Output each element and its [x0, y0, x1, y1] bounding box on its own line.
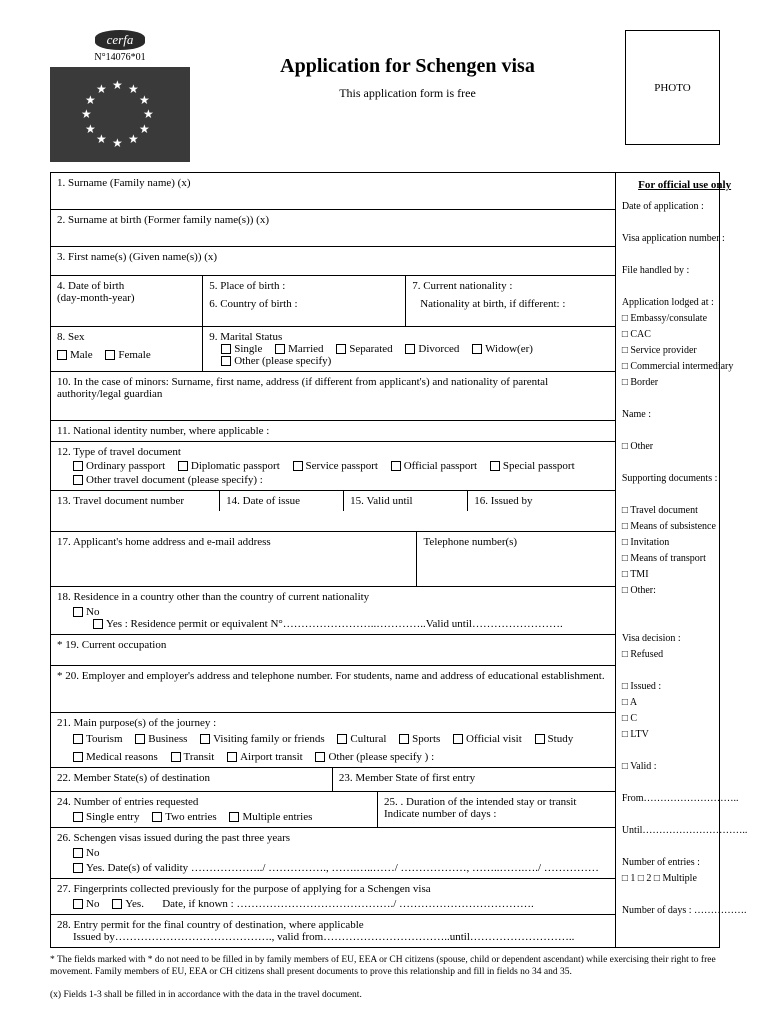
header: cerfa N°14076*01 ★ ★ ★ ★ ★ ★ ★ ★ ★ ★ ★ ★…: [50, 30, 720, 162]
row-address: 17. Applicant's home address and e-mail …: [51, 532, 615, 587]
field-10-minors[interactable]: 10. In the case of minors: Surname, firs…: [51, 372, 615, 421]
field-2-surname-birth[interactable]: 2. Surname at birth (Former family name(…: [51, 210, 615, 247]
field-15[interactable]: 15. Valid until: [344, 491, 468, 511]
row-entries: 24. Number of entries requested Single e…: [51, 792, 615, 828]
photo-box: PHOTO: [625, 30, 720, 145]
form-left: 1. Surname (Family name) (x) 2. Surname …: [51, 173, 615, 947]
footnote-2: (x) Fields 1-3 shall be filled in in acc…: [50, 989, 720, 1001]
official-title: For official use only: [622, 177, 748, 195]
page-subtitle: This application form is free: [205, 86, 610, 101]
field-13[interactable]: 13. Travel document number: [51, 491, 220, 511]
field-16[interactable]: 16. Issued by: [468, 491, 615, 511]
footnote-1: * The fields marked with * do not need t…: [50, 954, 720, 979]
field-28-entry-permit[interactable]: 28. Entry permit for the final country o…: [51, 915, 615, 947]
field-8-sex[interactable]: 8. Sex Male Female: [51, 327, 203, 371]
field-25[interactable]: 25. . Duration of the intended stay or t…: [378, 792, 615, 827]
field-17-phone[interactable]: Telephone number(s): [417, 532, 614, 586]
field-5-6-place[interactable]: 5. Place of birth : 6. Country of birth …: [203, 276, 406, 326]
field-4-dob[interactable]: 4. Date of birth (day-month-year): [51, 276, 203, 326]
title-block: Application for Schengen visa This appli…: [205, 30, 610, 101]
field-17-address[interactable]: 17. Applicant's home address and e-mail …: [51, 532, 417, 586]
field-12-doctype[interactable]: 12. Type of travel document Ordinary pas…: [51, 442, 615, 491]
field-26-prior-visas[interactable]: 26. Schengen visas issued during the pas…: [51, 828, 615, 879]
field-3-firstname[interactable]: 3. First name(s) (Given name(s)) (x): [51, 247, 615, 276]
photo-label: PHOTO: [654, 82, 690, 94]
row-destination: 22. Member State(s) of destination 23. M…: [51, 768, 615, 792]
cerfa-number: N°14076*01: [94, 52, 145, 63]
row-sex-marital: 8. Sex Male Female 9. Marital Status Sin…: [51, 327, 615, 372]
field-27-fingerprints[interactable]: 27. Fingerprints collected previously fo…: [51, 879, 615, 915]
field-24[interactable]: 24. Number of entries requested Single e…: [51, 792, 378, 827]
field-14[interactable]: 14. Date of issue: [220, 491, 344, 511]
official-use-panel: For official use only Date of applicatio…: [615, 173, 754, 947]
eu-flag: ★ ★ ★ ★ ★ ★ ★ ★ ★ ★ ★ ★: [50, 67, 190, 162]
left-block: cerfa N°14076*01 ★ ★ ★ ★ ★ ★ ★ ★ ★ ★ ★ ★: [50, 30, 190, 162]
row-travel-doc: 13. Travel document number 14. Date of i…: [51, 491, 615, 532]
field-9-marital[interactable]: 9. Marital Status Single Married Separat…: [203, 327, 615, 371]
field-22[interactable]: 22. Member State(s) of destination: [51, 768, 333, 791]
row-birth: 4. Date of birth (day-month-year) 5. Pla…: [51, 276, 615, 327]
cerfa-badge: cerfa: [95, 30, 146, 50]
field-18-residence[interactable]: 18. Residence in a country other than th…: [51, 587, 615, 635]
field-23[interactable]: 23. Member State of first entry: [333, 768, 615, 791]
field-11-identity[interactable]: 11. National identity number, where appl…: [51, 421, 615, 442]
field-21-purpose[interactable]: 21. Main purpose(s) of the journey : Tou…: [51, 713, 615, 768]
field-1-surname[interactable]: 1. Surname (Family name) (x): [51, 173, 615, 210]
field-20-employer[interactable]: * 20. Employer and employer's address an…: [51, 666, 615, 713]
cerfa-block: cerfa N°14076*01: [50, 30, 190, 63]
form-wrapper: 1. Surname (Family name) (x) 2. Surname …: [50, 172, 720, 948]
page-title: Application for Schengen visa: [205, 55, 610, 78]
field-7-nationality[interactable]: 7. Current nationality : Nationality at …: [406, 276, 615, 326]
field-19-occupation[interactable]: * 19. Current occupation: [51, 635, 615, 666]
